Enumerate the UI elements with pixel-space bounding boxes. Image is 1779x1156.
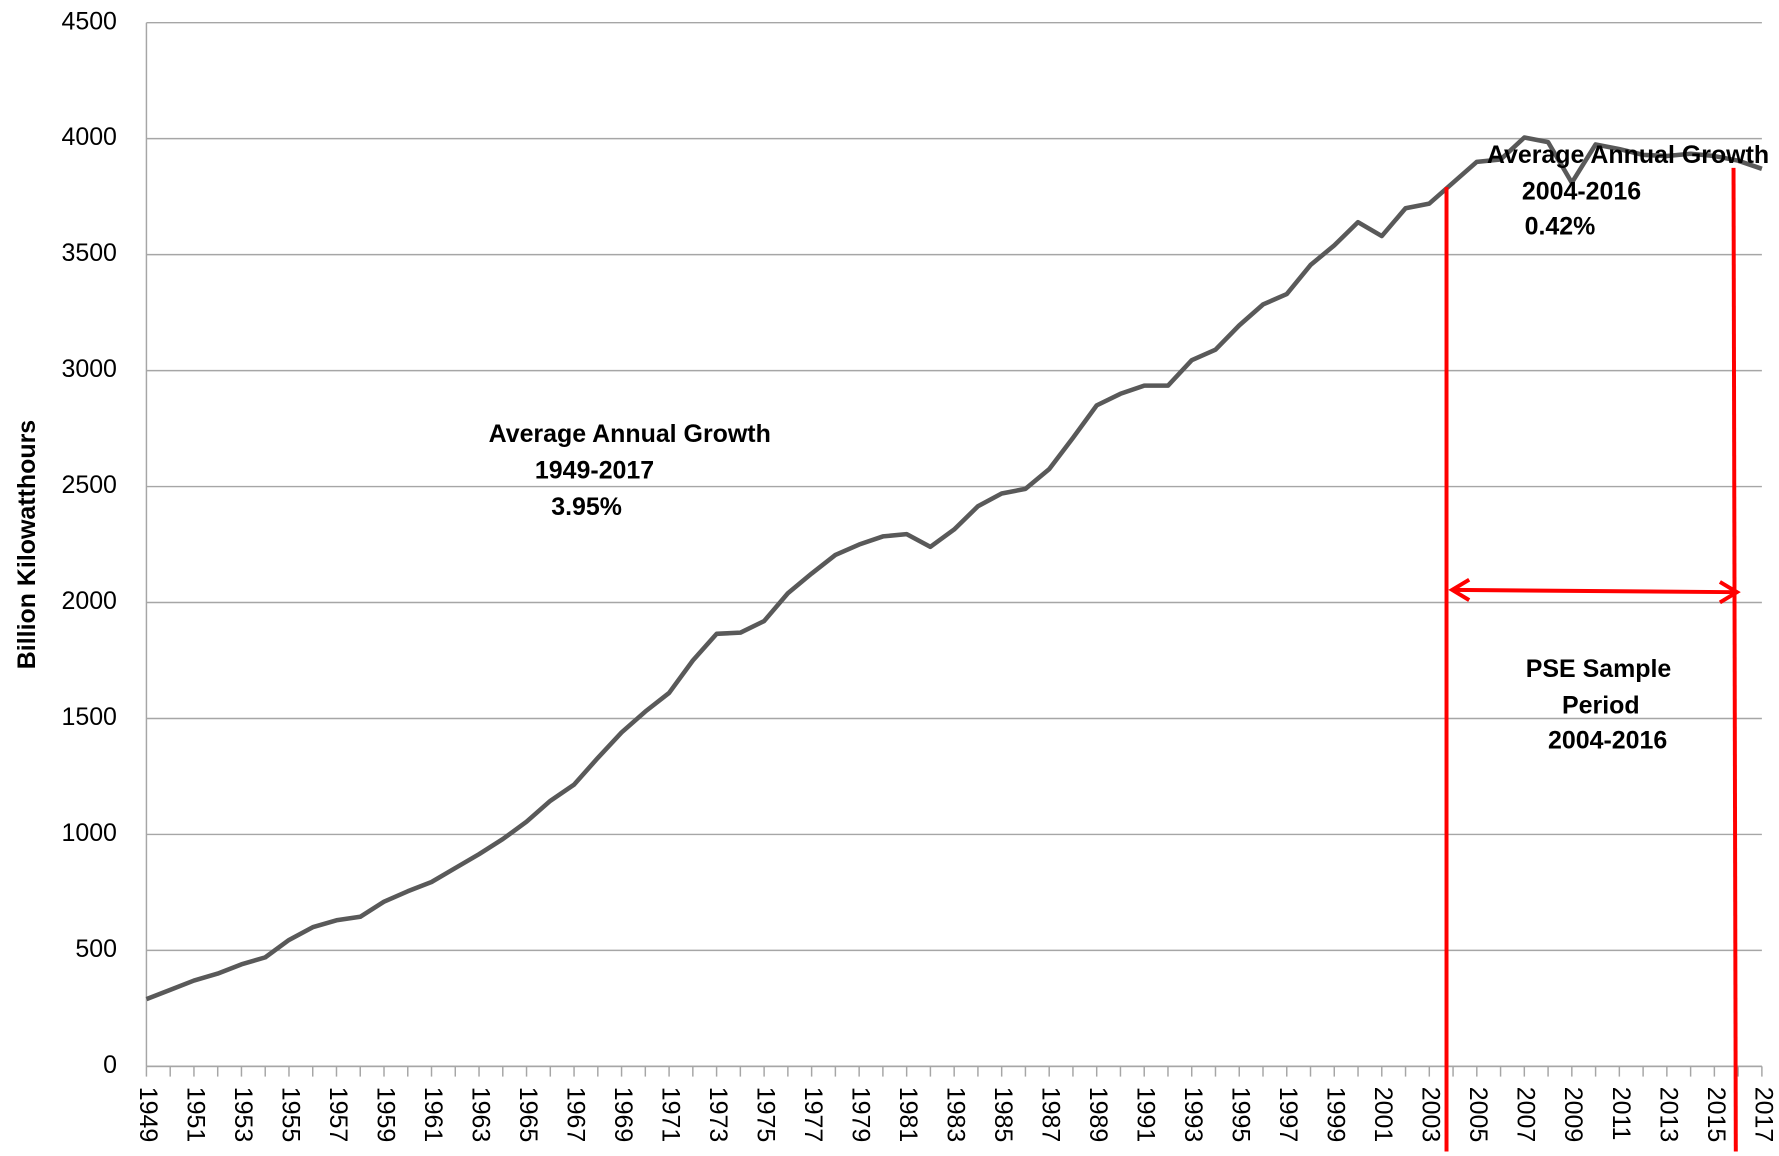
x-tick-label: 2015 [1702, 1087, 1730, 1142]
x-tick-label: 1965 [514, 1087, 542, 1142]
x-tick-label: 1999 [1322, 1087, 1350, 1142]
x-tick-label: 1949 [134, 1087, 162, 1142]
annotation: Average Annual Growth [489, 420, 771, 448]
x-tick-label: 1977 [799, 1087, 827, 1142]
annotation: Period [1562, 691, 1640, 719]
x-tick-label: 1989 [1084, 1087, 1112, 1142]
y-tick-label: 2500 [61, 471, 116, 499]
annotation: Average Annual Growth [1487, 141, 1769, 169]
y-tick-label: 2000 [61, 587, 116, 615]
y-tick-label: 1000 [61, 819, 116, 847]
x-tick-label: 1973 [704, 1087, 732, 1142]
x-tick-label: 2001 [1369, 1087, 1397, 1142]
y-axis-title: Billion Kilowatthours [13, 420, 41, 669]
x-tick-label: 1985 [989, 1087, 1017, 1142]
x-tick-label: 1971 [656, 1087, 684, 1142]
x-tick-label: 1993 [1179, 1087, 1207, 1142]
period-markers [1444, 167, 1741, 1152]
x-tick-label: 1975 [752, 1087, 780, 1142]
x-tick-label: 2009 [1559, 1087, 1587, 1142]
annotations: Average Annual Growth 1949-2017 3.95% Av… [489, 141, 1770, 754]
line-series [145, 135, 1763, 1002]
y-tick-label: 3000 [61, 355, 116, 383]
period-arrow [1452, 587, 1737, 595]
annotation: 2004-2016 [1522, 177, 1641, 205]
x-tick-label: 1961 [419, 1087, 447, 1142]
x-tick-label: 1959 [371, 1087, 399, 1142]
x-tick-label: 1981 [894, 1087, 922, 1142]
y-tick-label: 500 [75, 935, 117, 963]
y-tick-label: 0 [103, 1051, 117, 1079]
x-tick-label: 1963 [466, 1087, 494, 1142]
x-tick-label: 2005 [1464, 1087, 1492, 1142]
x-tick-label: 2013 [1654, 1087, 1682, 1142]
x-tick-label: 1991 [1132, 1087, 1160, 1142]
x-tick-label: 1987 [1037, 1087, 1065, 1142]
x-tick-label: 1967 [561, 1087, 589, 1142]
period-end-line [1731, 167, 1738, 1152]
x-tick-label: 2007 [1512, 1087, 1540, 1142]
x-tick-label: 1995 [1227, 1087, 1255, 1142]
x-tick-label: 1957 [324, 1087, 352, 1142]
x-tick-label: 1979 [847, 1087, 875, 1142]
annotation: 1949-2017 [535, 457, 654, 485]
x-tick-label: 1983 [942, 1087, 970, 1142]
x-tick-label: 1955 [276, 1087, 304, 1142]
y-tick-label: 3500 [61, 239, 116, 267]
annotation: PSE Sample [1526, 655, 1672, 683]
x-tick-label: 2011 [1607, 1087, 1635, 1141]
arrow-head [1448, 577, 1471, 602]
x-tick-label: 1953 [229, 1087, 257, 1142]
annotation: 2004-2016 [1548, 727, 1667, 755]
y-tick-label: 1500 [61, 703, 116, 731]
annotation: 3.95% [551, 493, 622, 521]
y-tick-label: 4500 [61, 7, 116, 35]
x-tick-label: 1997 [1274, 1087, 1302, 1142]
annotation: 0.42% [1525, 213, 1596, 241]
x-tick-label: 2003 [1417, 1087, 1445, 1142]
x-tick-label: 1951 [181, 1087, 209, 1142]
arrow-head [1718, 580, 1741, 605]
y-tick-label: 4000 [61, 123, 116, 151]
x-tick-label: 1969 [609, 1087, 637, 1142]
x-tick-label: 2017 [1749, 1087, 1777, 1142]
